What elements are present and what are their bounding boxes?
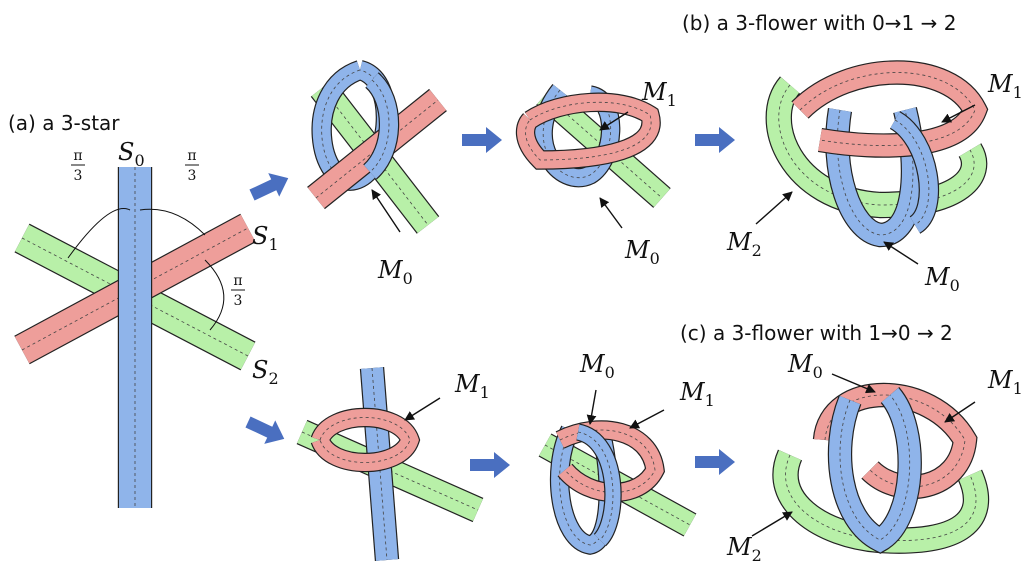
- label-base: S: [252, 356, 268, 384]
- label-sub: 0: [134, 151, 144, 170]
- label-sub: 1: [1013, 379, 1023, 398]
- step-arrow: [462, 127, 502, 153]
- math-label: M0: [624, 236, 660, 268]
- label-base: M: [987, 366, 1014, 394]
- math-label: M2: [726, 533, 762, 565]
- math-label: M1: [987, 70, 1023, 102]
- angle-den: 3: [234, 293, 243, 309]
- caption-a: (a) a 3-star: [8, 111, 120, 135]
- step-arrow: [243, 410, 290, 450]
- label-base: M: [624, 236, 651, 264]
- label-base: M: [726, 533, 753, 561]
- label-sub: 1: [480, 383, 490, 402]
- label-base: M: [679, 378, 706, 406]
- math-label: M1: [454, 370, 490, 402]
- math-label: M1: [987, 366, 1023, 398]
- math-label: M0: [579, 350, 615, 382]
- math-label: M0: [924, 263, 960, 295]
- pointer-arrow: [590, 390, 596, 424]
- pointer-arrow: [630, 410, 664, 428]
- math-label: M1: [679, 378, 715, 410]
- label-sub: 1: [268, 235, 278, 254]
- math-label: M1: [641, 78, 677, 110]
- pointer-arrow: [756, 192, 792, 224]
- label-sub: 1: [1013, 83, 1023, 102]
- label-sub: 1: [705, 391, 715, 410]
- caption-b: (b) a 3-flower with 0→1 → 2: [682, 11, 956, 35]
- label-sub: 1: [667, 91, 677, 110]
- label-sub: 2: [752, 241, 762, 260]
- label-base: M: [579, 350, 606, 378]
- pointer-arrow: [752, 512, 792, 536]
- math-label: S2: [252, 356, 279, 388]
- step-arrow: [695, 127, 735, 153]
- label-base: M: [987, 70, 1014, 98]
- math-label: M2: [726, 228, 762, 260]
- label-sub: 0: [950, 276, 960, 295]
- pointer-arrow: [884, 242, 918, 264]
- angle-den: 3: [188, 168, 197, 184]
- step-arrow: [695, 449, 735, 475]
- label-sub: 2: [268, 369, 278, 388]
- angle-num: π: [233, 273, 242, 289]
- step-arrow: [247, 166, 294, 206]
- label-base: S: [118, 138, 134, 166]
- caption-c: (c) a 3-flower with 1→0 → 2: [680, 321, 953, 345]
- step-arrow: [470, 452, 510, 478]
- label-base: M: [641, 78, 668, 106]
- label-base: M: [924, 263, 951, 291]
- label-sub: 0: [650, 249, 660, 268]
- math-label: S1: [252, 222, 279, 254]
- label-sub: 0: [403, 269, 413, 288]
- label-base: M: [726, 228, 753, 256]
- label-base: M: [454, 370, 481, 398]
- angle-num: π: [73, 148, 82, 164]
- label-sub: 2: [752, 546, 762, 565]
- label-sub: 0: [813, 363, 823, 382]
- label-sub: 0: [605, 363, 615, 382]
- math-label: M0: [377, 256, 413, 288]
- pointer-arrow: [405, 398, 440, 420]
- drawing: [22, 70, 976, 560]
- angle-num: π: [187, 148, 196, 164]
- math-label: S0: [118, 138, 145, 170]
- label-base: M: [787, 350, 814, 378]
- math-label: M0: [787, 350, 823, 382]
- label-base: S: [252, 222, 268, 250]
- figure: (a) a 3-star (b) a 3-flower with 0→1 → 2…: [0, 0, 1032, 570]
- pointer-arrow: [600, 198, 622, 228]
- angle-den: 3: [74, 168, 83, 184]
- label-base: M: [377, 256, 404, 284]
